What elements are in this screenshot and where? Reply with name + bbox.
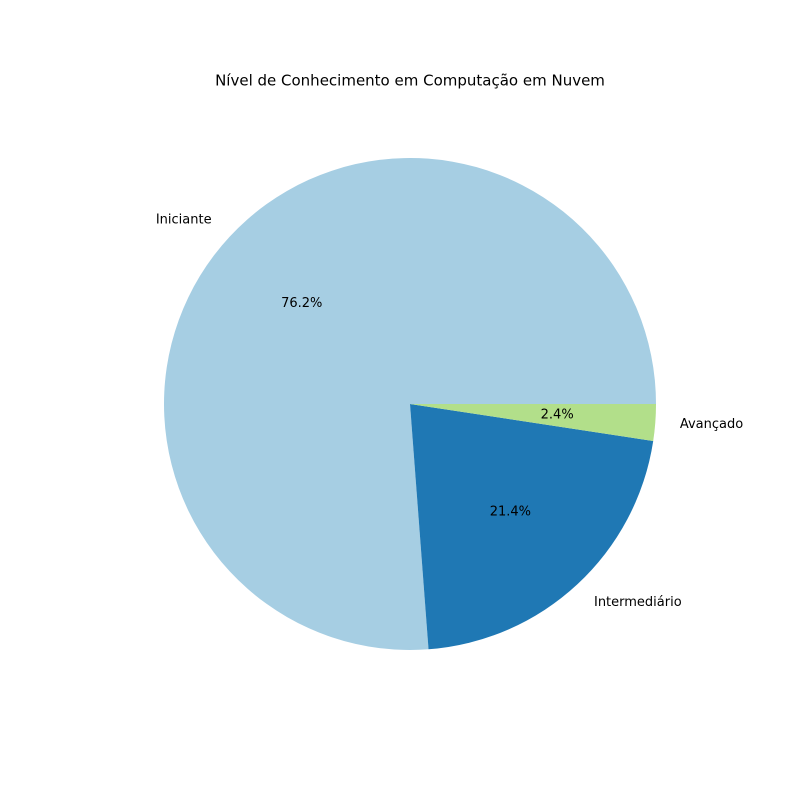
value-label: 2.4% xyxy=(541,408,574,423)
slice-label: Iniciante xyxy=(156,213,212,228)
value-label: 21.4% xyxy=(490,505,531,520)
pie-slice xyxy=(410,404,656,441)
pie-slice xyxy=(410,404,654,650)
slice-label: Avançado xyxy=(680,417,743,432)
chart-title: Nível de Conhecimento em Computação em N… xyxy=(215,72,605,90)
pie-slice xyxy=(163,157,656,651)
value-label: 76.2% xyxy=(281,296,322,311)
slice-label: Intermediário xyxy=(594,595,682,610)
